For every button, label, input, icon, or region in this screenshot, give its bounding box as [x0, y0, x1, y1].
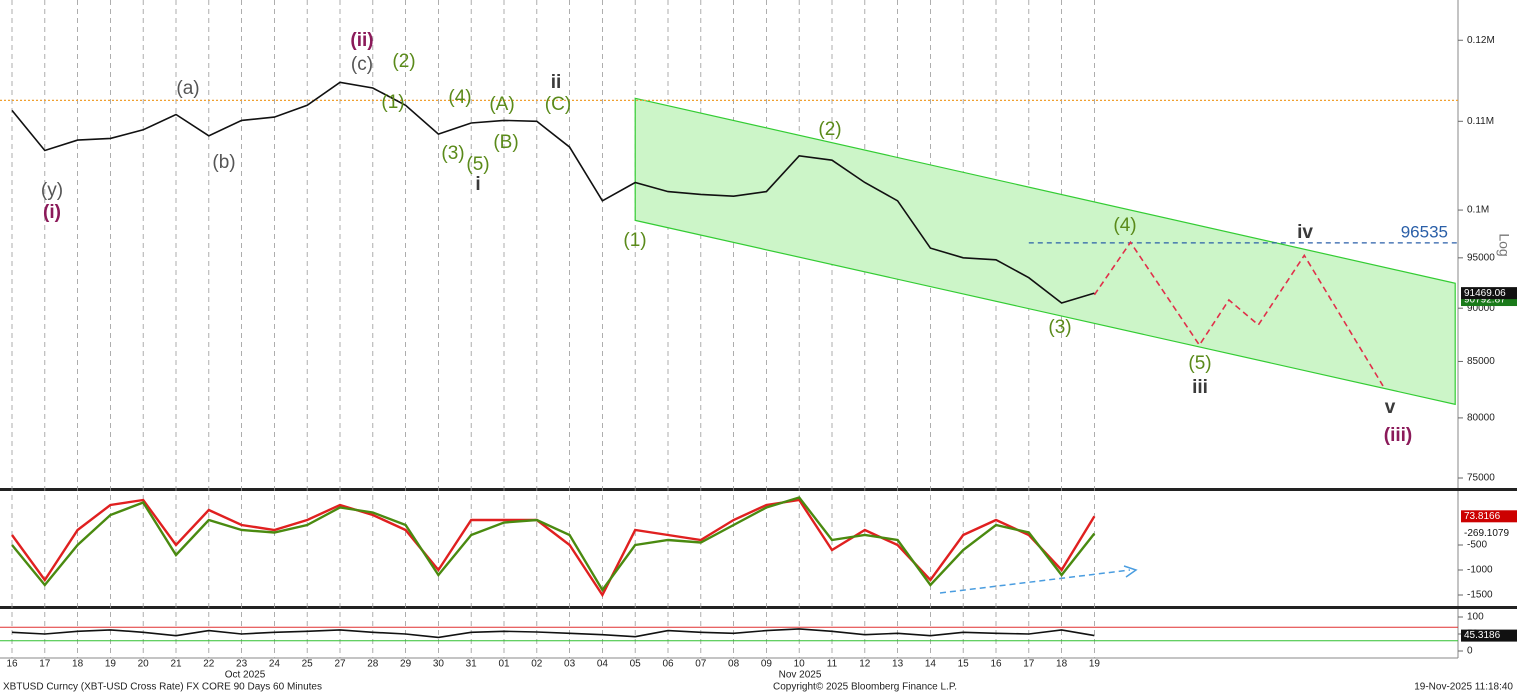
wave-label: (1): [381, 92, 404, 113]
wave-label: i: [475, 174, 480, 195]
wave-label: (3): [441, 143, 464, 164]
panel-divider: [0, 606, 1517, 609]
oscillator-line: [11, 496, 1096, 593]
wave-label: (5): [466, 154, 489, 175]
last-value-box: [1461, 527, 1517, 540]
last-value-box: [1461, 629, 1517, 642]
x-tick-label: 29: [400, 659, 412, 670]
wave-label: (B): [493, 132, 518, 153]
y-tick-label: 0.12M: [1467, 35, 1495, 46]
last-value-box: [1461, 510, 1517, 523]
x-tick-label: 06: [662, 659, 674, 670]
wave-label: iii: [1192, 377, 1208, 398]
x-tick-label: 01: [498, 659, 510, 670]
last-value-label: 45.3186: [1464, 630, 1501, 641]
x-tick-label: 25: [302, 659, 314, 670]
x-tick-label: 09: [761, 659, 773, 670]
last-value-label: -269.1079: [1464, 528, 1509, 539]
reference-label: 96535: [1401, 222, 1448, 241]
x-tick-label: 16: [6, 659, 18, 670]
footer-right: 19-Nov-2025 11:18:40: [1414, 682, 1513, 693]
price-line: [11, 81, 1095, 304]
y-tick-label: 80000: [1467, 413, 1495, 424]
x-tick-label: 17: [1023, 659, 1035, 670]
wave-label: (A): [489, 94, 514, 115]
x-tick-label: 12: [859, 659, 871, 670]
x-tick-label: 05: [630, 659, 642, 670]
x-tick-label: 16: [990, 659, 1002, 670]
x-tick-label: 23: [236, 659, 248, 670]
x-tick-label: 07: [695, 659, 707, 670]
x-tick-label: 17: [39, 659, 51, 670]
y-tick-label: -1000: [1467, 565, 1493, 576]
wave-label: v: [1385, 397, 1396, 418]
scale-label: Log: [1496, 233, 1512, 256]
x-tick-label: 20: [138, 659, 150, 670]
x-tick-label: 18: [72, 659, 84, 670]
footer-center: Copyright© 2025 Bloomberg Finance L.P.: [773, 682, 957, 693]
x-tick-label: 03: [564, 659, 576, 670]
wave-label: (4): [448, 87, 471, 108]
x-tick-label: 31: [466, 659, 478, 670]
last-value-label: 91469.06: [1464, 288, 1506, 299]
y-tick-label: -1500: [1467, 590, 1493, 601]
x-tick-label: 24: [269, 659, 281, 670]
y-tick-label: 95000: [1467, 252, 1495, 263]
wave-label: (1): [623, 230, 646, 251]
month-label: Oct 2025: [225, 670, 266, 681]
last-value-label: 90792.87: [1464, 295, 1506, 306]
wave-label: (2): [392, 51, 415, 72]
x-tick-label: 19: [105, 659, 117, 670]
wave-label: iv: [1297, 222, 1313, 243]
month-label: Nov 2025: [779, 670, 822, 681]
y-tick-label: 90000: [1467, 303, 1495, 314]
panel-divider: [0, 488, 1517, 491]
y-tick-label: 0.1M: [1467, 205, 1489, 216]
x-tick-label: 14: [925, 659, 937, 670]
wave-label: ii: [551, 72, 562, 93]
wave-label: (4): [1113, 215, 1136, 236]
wave-label: (a): [176, 78, 199, 99]
wave-label: (5): [1188, 353, 1211, 374]
x-tick-label: 18: [1056, 659, 1068, 670]
x-tick-label: 04: [597, 659, 609, 670]
price-line: [11, 628, 1095, 639]
x-tick-label: 02: [531, 659, 543, 670]
x-tick-label: 19: [1089, 659, 1101, 670]
wave-label: (2): [818, 119, 841, 140]
arrow-head: [1123, 565, 1138, 578]
y-tick-label: -500: [1467, 540, 1487, 551]
x-tick-label: 30: [433, 659, 445, 670]
y-tick-label: 85000: [1467, 356, 1495, 367]
y-tick-label: 0.11M: [1467, 116, 1494, 127]
y-tick-label: 75000: [1467, 473, 1495, 484]
x-tick-label: 13: [892, 659, 904, 670]
divergence-arrow: [939, 569, 1131, 594]
projection-line: [1093, 240, 1384, 387]
x-tick-label: 22: [203, 659, 215, 670]
footer-left: XBTUSD Curncy (XBT-USD Cross Rate) FX CO…: [3, 682, 322, 693]
wave-label: (i): [43, 202, 61, 223]
x-tick-label: 11: [827, 659, 838, 670]
x-tick-label: 28: [367, 659, 379, 670]
x-tick-label: 27: [334, 659, 346, 670]
x-tick-label: 08: [728, 659, 740, 670]
x-tick-label: 15: [958, 659, 970, 670]
wave-label: (ii): [350, 30, 373, 51]
wave-label: (iii): [1384, 425, 1413, 446]
wave-label: (c): [351, 54, 373, 75]
y-tick-label: 0: [1467, 646, 1473, 657]
last-value-box: [1461, 287, 1517, 300]
wave-label: (C): [545, 94, 571, 115]
wave-label: (3): [1048, 317, 1071, 338]
channel: [634, 97, 1456, 406]
wave-label: (b): [212, 152, 235, 173]
last-value-label: 73.8166: [1464, 511, 1501, 522]
wave-label: (y): [41, 180, 63, 201]
x-tick-label: 10: [794, 659, 806, 670]
y-tick-label: 100: [1467, 612, 1484, 623]
x-tick-label: 21: [170, 659, 182, 670]
